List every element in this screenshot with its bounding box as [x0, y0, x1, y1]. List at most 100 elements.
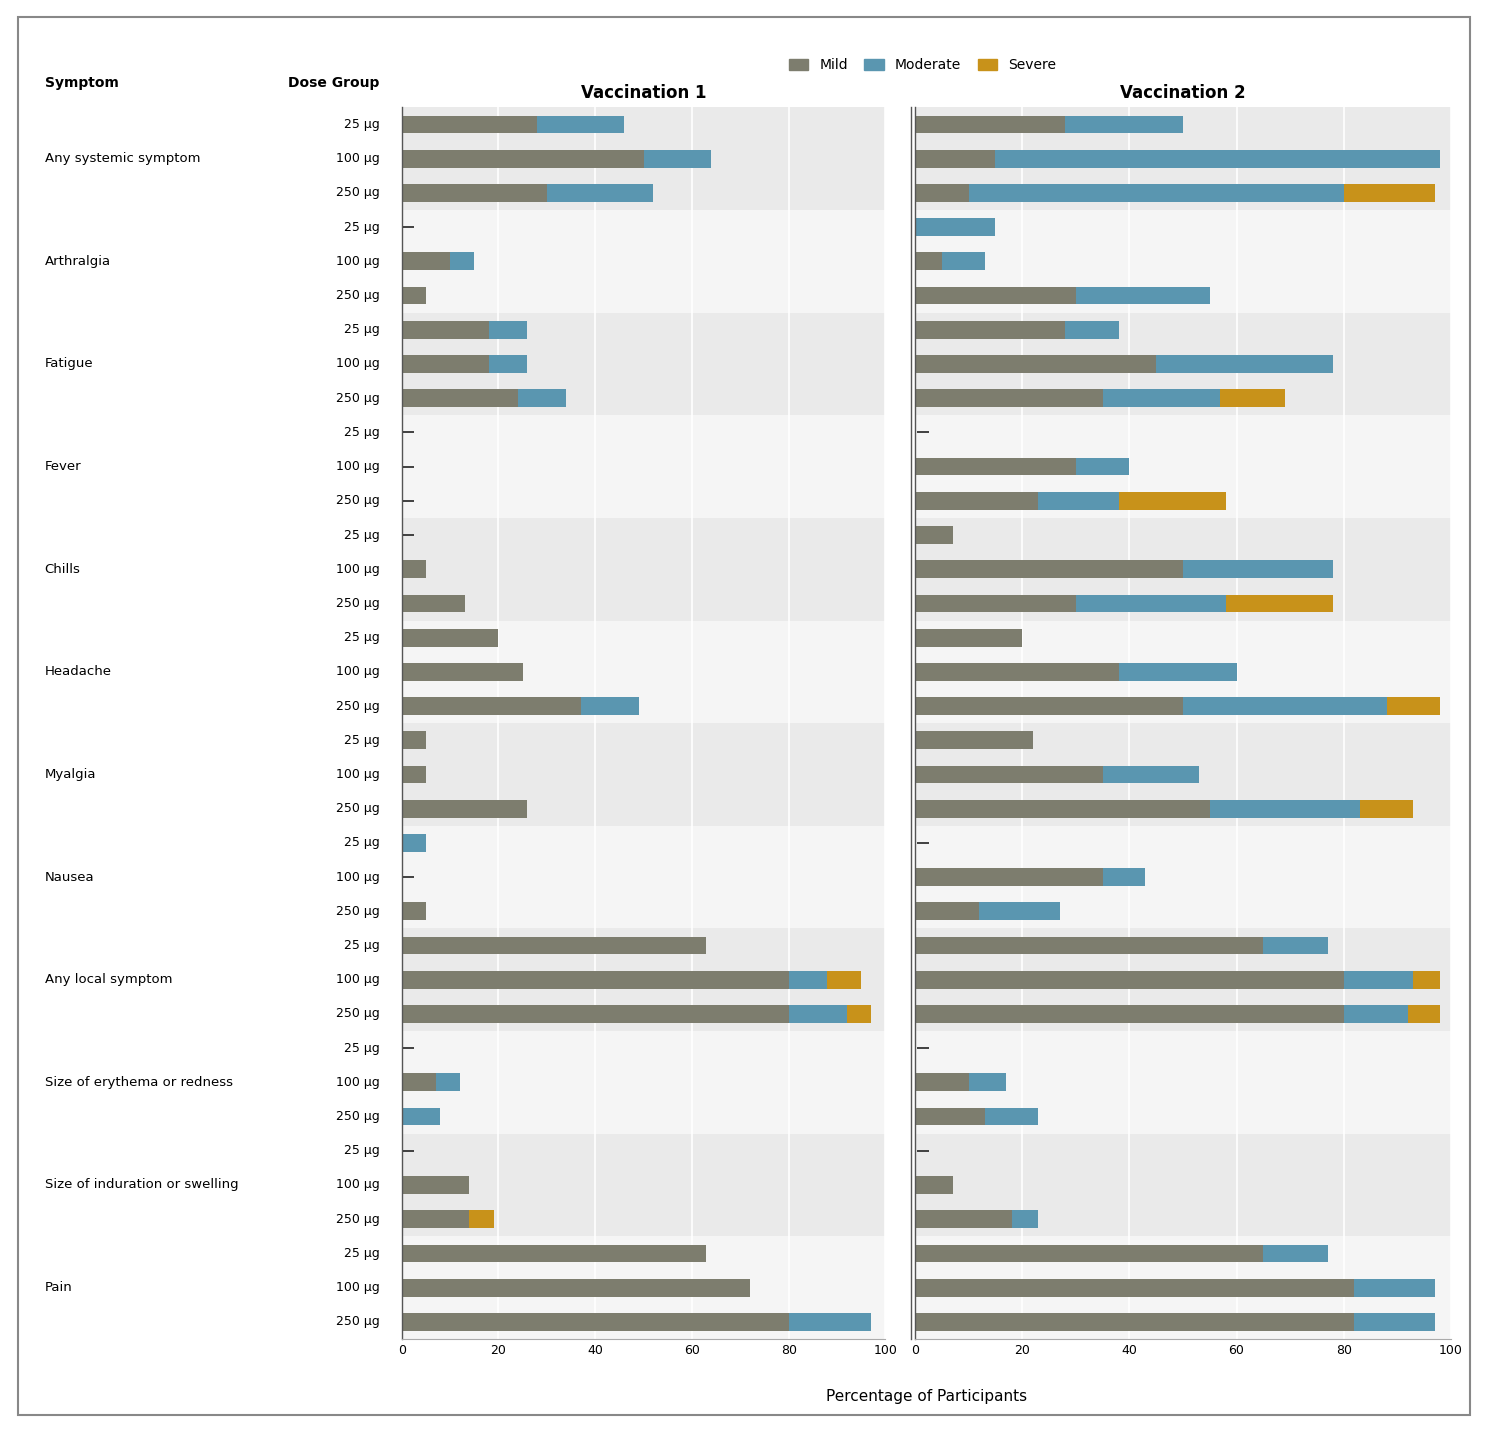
Bar	[985, 1108, 1039, 1126]
Text: Pain: Pain	[45, 1282, 73, 1295]
Text: Size of erythema or redness: Size of erythema or redness	[45, 1075, 232, 1088]
Text: 100 μg: 100 μg	[336, 152, 379, 165]
Bar	[915, 107, 1451, 211]
Bar	[1226, 594, 1333, 613]
Bar	[915, 732, 1033, 749]
Bar	[789, 1313, 870, 1330]
Bar	[915, 723, 1451, 826]
Bar	[915, 355, 1156, 372]
Bar	[915, 1176, 952, 1194]
Bar	[915, 1134, 1451, 1236]
Text: 25 μg: 25 μg	[344, 1041, 379, 1054]
Bar	[1119, 663, 1237, 680]
Bar	[402, 902, 426, 921]
Bar	[402, 833, 426, 852]
Bar	[1344, 185, 1434, 202]
Bar	[915, 458, 1076, 475]
Bar	[915, 560, 1183, 579]
Text: 100 μg: 100 μg	[336, 1179, 379, 1191]
Bar	[402, 766, 426, 783]
Bar	[548, 185, 653, 202]
Bar	[402, 1313, 789, 1330]
Title: Vaccination 2: Vaccination 2	[1120, 83, 1245, 102]
Bar	[402, 1134, 885, 1236]
Bar	[402, 1108, 440, 1126]
Text: 250 μg: 250 μg	[336, 1213, 379, 1226]
Bar	[402, 116, 537, 133]
Bar	[470, 1210, 494, 1229]
Bar	[1263, 1244, 1327, 1262]
Bar	[915, 1031, 1451, 1134]
Bar	[915, 697, 1183, 715]
Bar	[402, 826, 885, 928]
Bar	[915, 390, 1103, 407]
Bar	[1103, 766, 1199, 783]
Bar	[915, 150, 995, 168]
Text: 250 μg: 250 μg	[336, 186, 379, 199]
Bar	[402, 697, 580, 715]
Bar	[1076, 594, 1226, 613]
Bar	[402, 150, 644, 168]
Bar	[915, 902, 979, 921]
Bar	[1360, 800, 1414, 818]
Bar	[915, 629, 1022, 646]
Bar	[915, 286, 1076, 305]
Bar	[915, 868, 1103, 886]
Text: Myalgia: Myalgia	[45, 768, 97, 780]
Text: Arthralgia: Arthralgia	[45, 255, 110, 268]
Text: 25 μg: 25 μg	[344, 117, 379, 130]
Text: Dose Group: Dose Group	[289, 76, 379, 90]
Bar	[402, 518, 885, 620]
Bar	[402, 971, 789, 988]
Bar	[402, 629, 498, 646]
Text: Chills: Chills	[45, 563, 80, 576]
Bar	[537, 116, 625, 133]
Text: 25 μg: 25 μg	[344, 1247, 379, 1260]
Bar	[915, 526, 952, 544]
Text: 25 μg: 25 μg	[344, 836, 379, 849]
Text: Fatigue: Fatigue	[45, 358, 94, 371]
Bar	[402, 594, 464, 613]
Text: 250 μg: 250 μg	[336, 392, 379, 405]
Bar	[1119, 493, 1226, 510]
Bar	[402, 620, 885, 723]
Bar	[1408, 1005, 1440, 1022]
Bar	[915, 1005, 1344, 1022]
Bar	[915, 663, 1119, 680]
Bar	[915, 971, 1344, 988]
Bar	[915, 493, 1039, 510]
Text: Any systemic symptom: Any systemic symptom	[45, 152, 201, 165]
Bar	[915, 116, 1065, 133]
Bar	[1012, 1210, 1039, 1229]
Bar	[402, 800, 528, 818]
Text: 25 μg: 25 μg	[344, 425, 379, 438]
Bar	[915, 321, 1065, 338]
Bar	[1065, 116, 1183, 133]
Bar	[1263, 937, 1327, 954]
Text: 100 μg: 100 μg	[336, 358, 379, 371]
Bar	[915, 252, 942, 271]
Text: 100 μg: 100 μg	[336, 1282, 379, 1295]
Bar	[402, 1074, 436, 1091]
Bar	[915, 1244, 1263, 1262]
Text: Percentage of Participants: Percentage of Participants	[826, 1389, 1027, 1403]
Bar	[789, 971, 827, 988]
Bar	[1354, 1279, 1434, 1296]
Bar	[436, 1074, 460, 1091]
Bar	[402, 107, 885, 211]
Bar	[402, 1005, 789, 1022]
Bar	[402, 1279, 750, 1296]
Bar	[1344, 971, 1414, 988]
Bar	[915, 1236, 1451, 1339]
Text: 25 μg: 25 μg	[344, 221, 379, 233]
Bar	[942, 252, 985, 271]
Bar	[402, 252, 451, 271]
Text: 25 μg: 25 μg	[344, 324, 379, 337]
Text: 250 μg: 250 μg	[336, 700, 379, 713]
Text: 25 μg: 25 μg	[344, 1144, 379, 1157]
Text: Symptom: Symptom	[45, 76, 119, 90]
Bar	[402, 390, 518, 407]
Bar	[915, 928, 1451, 1031]
Bar	[915, 1279, 1354, 1296]
Text: Any local symptom: Any local symptom	[45, 974, 173, 987]
